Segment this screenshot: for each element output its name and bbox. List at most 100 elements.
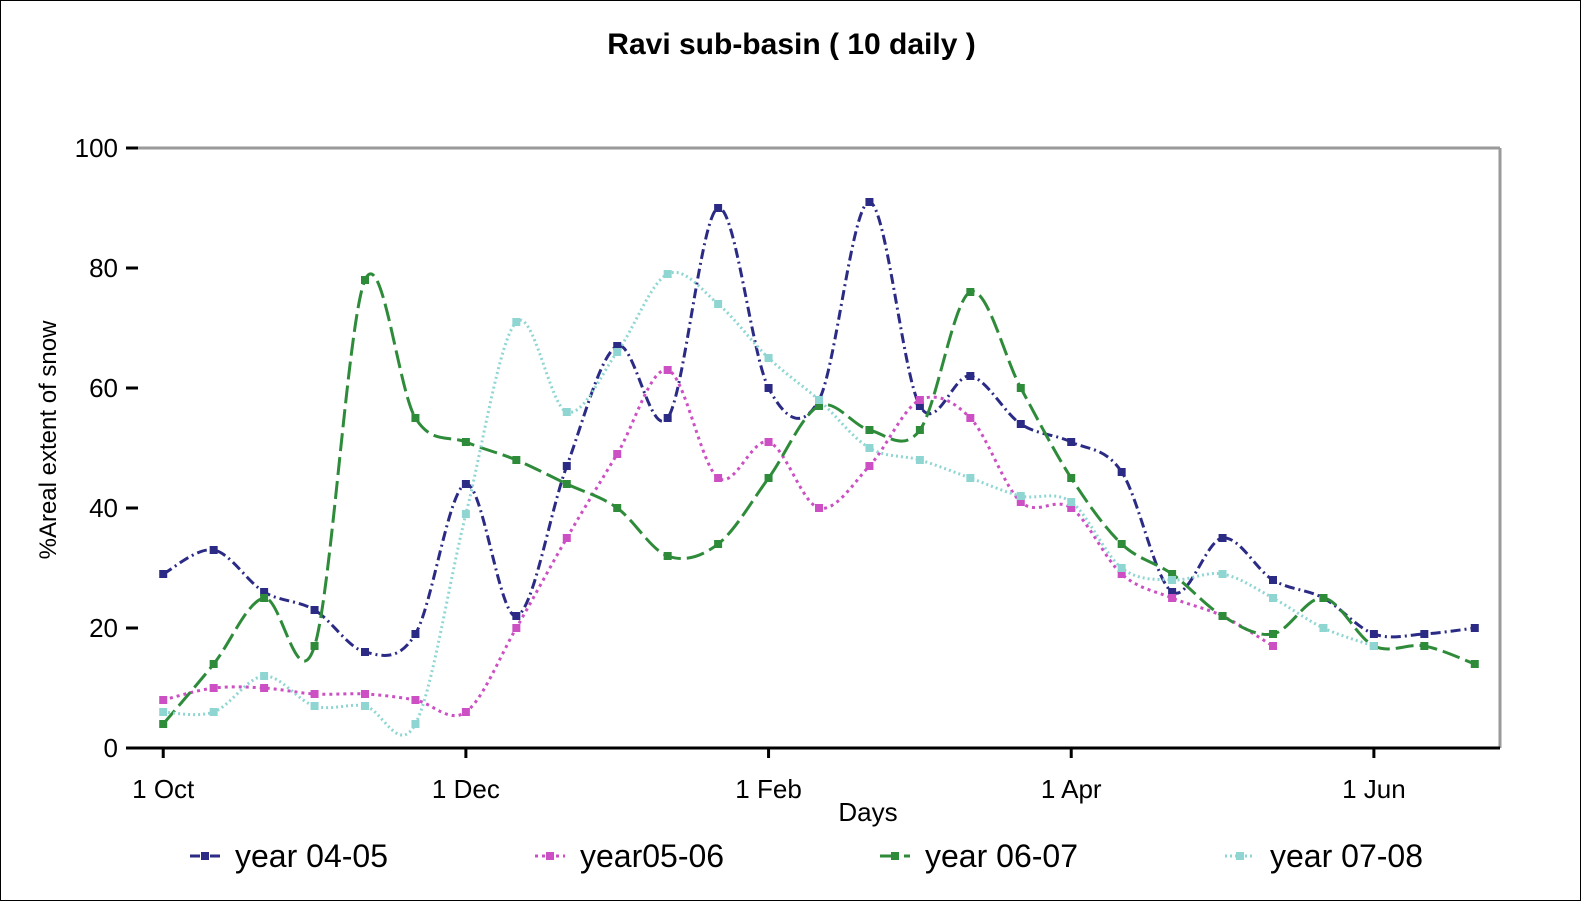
data-point	[1420, 642, 1429, 650]
data-point	[411, 414, 420, 422]
y-tick-label: 60	[89, 373, 118, 403]
data-point	[865, 462, 874, 470]
data-point	[714, 540, 723, 548]
data-point	[1067, 438, 1076, 446]
y-tick-label: 20	[89, 613, 118, 643]
data-point	[461, 510, 470, 518]
legend-marker-0	[201, 852, 209, 860]
data-point	[1168, 594, 1177, 602]
data-point	[865, 444, 874, 452]
data-point	[1218, 612, 1227, 620]
data-point	[209, 708, 218, 716]
y-tick-label: 40	[89, 493, 118, 523]
data-point	[1420, 630, 1429, 638]
data-point	[562, 480, 571, 488]
data-point	[512, 318, 521, 326]
data-point	[310, 690, 319, 698]
data-point	[1067, 474, 1076, 482]
data-point	[1067, 498, 1076, 506]
data-point	[764, 438, 773, 446]
data-point	[1016, 492, 1025, 500]
data-point	[159, 570, 168, 578]
data-point	[209, 546, 218, 554]
data-point	[562, 408, 571, 416]
data-point	[1117, 540, 1126, 548]
data-point	[1470, 660, 1479, 668]
data-point	[512, 612, 521, 620]
data-point	[411, 696, 420, 704]
data-point	[1016, 384, 1025, 392]
data-point	[663, 366, 672, 374]
data-point	[159, 696, 168, 704]
data-point	[562, 534, 571, 542]
data-point	[966, 372, 975, 380]
series-line-3	[163, 270, 1375, 737]
data-point	[764, 474, 773, 482]
data-point	[260, 672, 269, 680]
data-point	[1369, 630, 1378, 638]
data-point	[1269, 594, 1277, 602]
data-point	[663, 414, 672, 422]
legend-marker-2	[891, 852, 899, 860]
data-point	[260, 594, 269, 602]
y-tick-label: 100	[75, 133, 118, 163]
x-tick-label: 1 Oct	[132, 774, 195, 804]
data-point	[1269, 576, 1277, 584]
data-point	[411, 720, 420, 728]
data-point	[966, 414, 975, 422]
data-point	[512, 456, 521, 464]
data-point	[1369, 642, 1378, 650]
data-point	[915, 396, 924, 404]
data-point	[512, 624, 521, 632]
data-point	[714, 300, 723, 308]
data-point	[815, 402, 823, 410]
data-point	[361, 690, 369, 698]
data-point	[1117, 564, 1126, 572]
data-point	[461, 480, 470, 488]
data-point	[310, 642, 319, 650]
data-point	[1168, 588, 1177, 596]
data-point	[613, 450, 622, 458]
data-point	[209, 684, 218, 692]
data-point	[915, 426, 924, 434]
x-tick-label: 1 Jun	[1342, 774, 1406, 804]
data-point	[361, 648, 369, 656]
data-point	[613, 342, 622, 350]
data-point	[764, 384, 773, 392]
data-point	[260, 588, 269, 596]
data-point	[310, 702, 319, 710]
data-point	[764, 354, 773, 362]
legend-label-1: year05-06	[580, 838, 724, 874]
data-point	[1218, 534, 1227, 542]
legend-label-3: year 07-08	[1270, 838, 1423, 874]
data-point	[1218, 570, 1227, 578]
data-point	[815, 504, 823, 512]
legend-label-2: year 06-07	[925, 838, 1078, 874]
data-point	[159, 708, 168, 716]
data-point	[1168, 570, 1177, 578]
x-tick-label: 1 Apr	[1041, 774, 1102, 804]
data-point	[260, 684, 269, 692]
data-point	[613, 504, 622, 512]
data-point	[1067, 504, 1076, 512]
data-point	[1319, 624, 1328, 632]
data-point	[915, 402, 924, 410]
data-point	[663, 552, 672, 560]
data-point	[865, 198, 874, 206]
data-point	[411, 630, 420, 638]
data-point	[613, 348, 622, 356]
legend-marker-3	[1236, 852, 1244, 860]
data-point	[361, 702, 369, 710]
data-point	[361, 276, 369, 284]
y-tick-label: 80	[89, 253, 118, 283]
data-point	[966, 474, 975, 482]
data-point	[1269, 642, 1277, 650]
y-tick-label: 0	[104, 733, 118, 763]
y-axis-label: %Areal extent of snow	[35, 320, 62, 559]
data-point	[1168, 576, 1177, 584]
data-point	[1016, 420, 1025, 428]
data-point	[1319, 594, 1328, 602]
data-point	[663, 270, 672, 278]
data-point	[1016, 498, 1025, 506]
